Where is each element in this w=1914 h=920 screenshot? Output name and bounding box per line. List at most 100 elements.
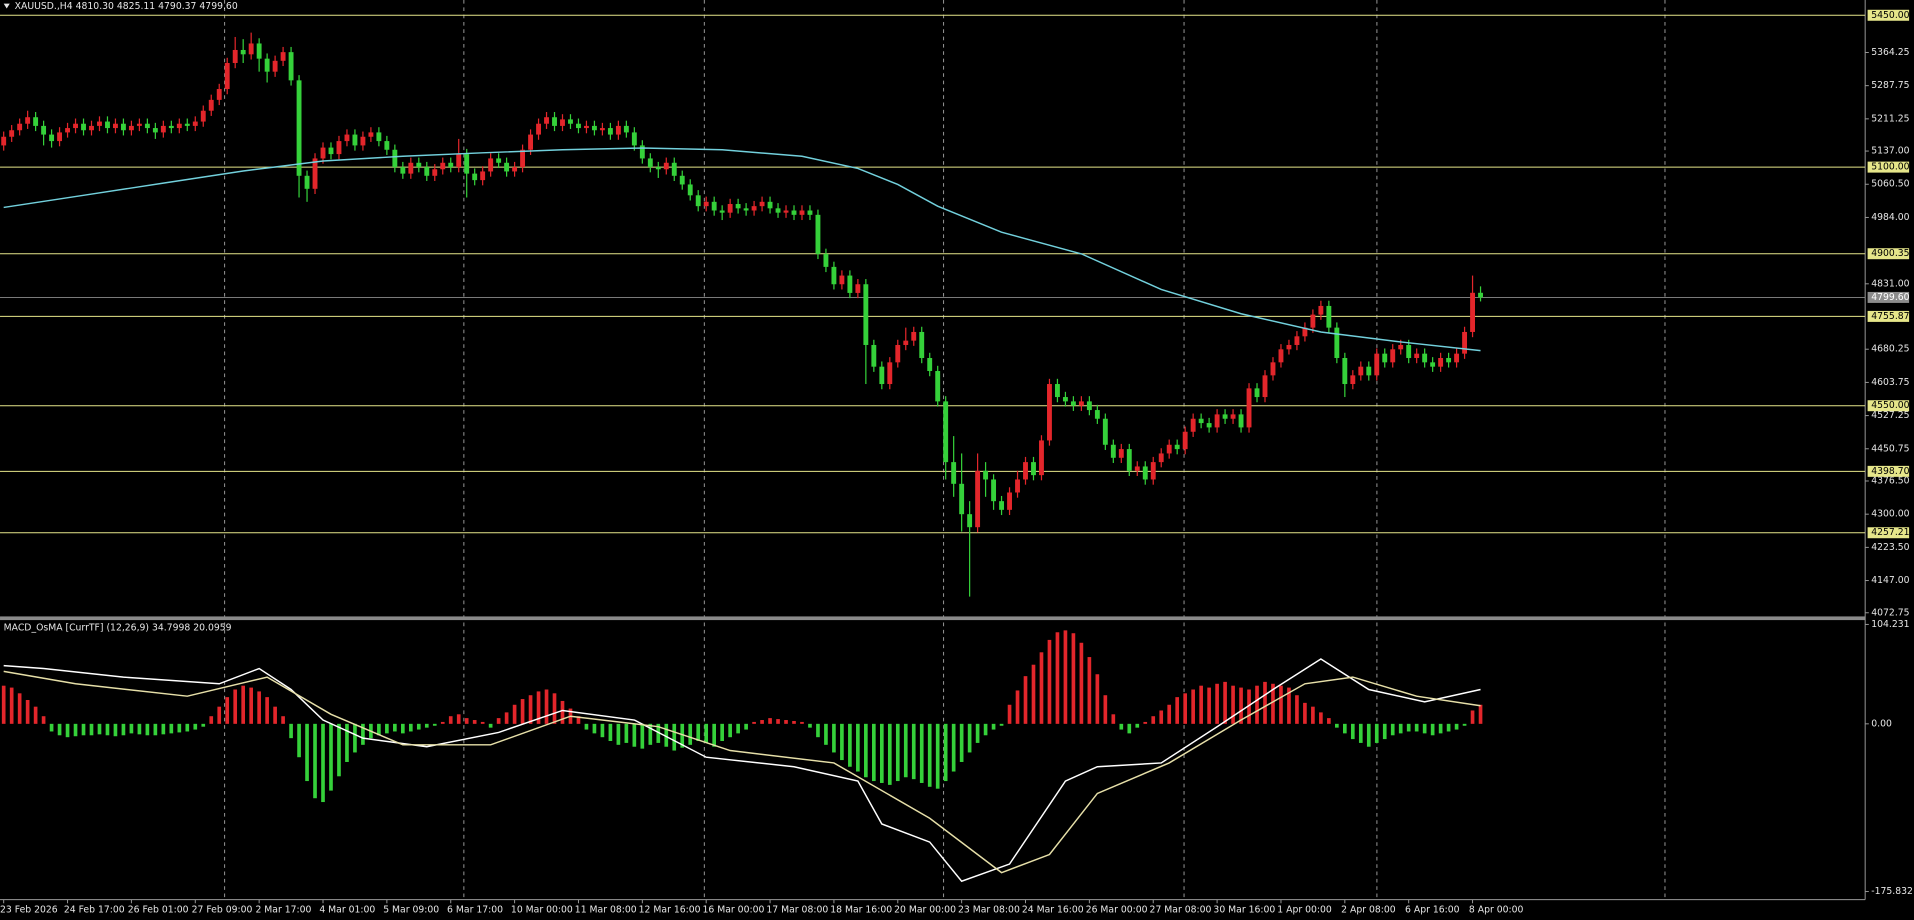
histogram-bar xyxy=(1175,697,1180,724)
y-tick-label: 4072.75 xyxy=(1871,607,1909,618)
histogram-bar xyxy=(321,723,325,803)
candle-body xyxy=(887,362,893,385)
histogram-bar xyxy=(89,723,94,736)
candle-body xyxy=(320,147,326,159)
candle-body xyxy=(288,52,294,81)
histogram-bar xyxy=(1255,685,1259,724)
x-tick-label: 30 Mar 16:00 xyxy=(1213,904,1275,915)
candle-body xyxy=(647,158,653,168)
candle-body xyxy=(504,162,510,172)
candle-body xyxy=(344,134,350,142)
symbol-menu-arrow[interactable] xyxy=(3,3,10,9)
y-tick-label: 4147.00 xyxy=(1871,575,1909,586)
candle-body xyxy=(1406,344,1412,358)
histogram-bar xyxy=(848,723,852,767)
candle-body xyxy=(136,123,142,126)
histogram-bar xyxy=(664,723,669,747)
candle-body xyxy=(33,117,39,126)
histogram-bar xyxy=(193,723,198,730)
histogram-bar xyxy=(257,691,261,724)
price-level-label: 4398.70 xyxy=(1871,466,1909,477)
price-level-tag xyxy=(1867,465,1910,477)
histogram-bar xyxy=(919,723,924,783)
candle-body xyxy=(97,121,102,126)
candle-body xyxy=(1414,353,1420,358)
candle-body xyxy=(1047,384,1052,441)
price-level-label: 4550.00 xyxy=(1871,400,1909,411)
candle-body xyxy=(1366,366,1372,376)
candle-body xyxy=(695,195,701,207)
histogram-bar xyxy=(1023,676,1028,724)
histogram-bar xyxy=(1143,721,1148,724)
candle-body xyxy=(81,123,86,131)
histogram-bar xyxy=(864,723,868,778)
candle-body xyxy=(863,284,869,345)
histogram-bar xyxy=(824,723,828,745)
candle-body xyxy=(623,125,629,133)
candle-body xyxy=(89,125,94,131)
histogram-bar xyxy=(1063,630,1068,724)
candle-body xyxy=(17,123,23,131)
x-tick-label: 27 Mar 08:00 xyxy=(1150,904,1212,915)
candle-body xyxy=(248,43,254,55)
x-tick-label: 2 Apr 08:00 xyxy=(1341,904,1396,915)
candle-body xyxy=(552,117,557,126)
candle-body xyxy=(512,167,518,172)
histogram-bar xyxy=(720,723,724,742)
candle-body xyxy=(448,162,454,168)
histogram-bar xyxy=(9,687,14,724)
x-tick-label: 10 Mar 00:00 xyxy=(511,904,573,915)
histogram-bar xyxy=(776,719,780,724)
histogram-bar xyxy=(1382,723,1387,740)
y-tick-label: 4680.25 xyxy=(1871,344,1909,355)
histogram-bar xyxy=(1390,723,1395,736)
histogram-bar xyxy=(49,723,54,732)
histogram-bar xyxy=(1231,685,1235,724)
candle-body xyxy=(1198,418,1204,424)
panel-divider xyxy=(0,616,1866,621)
histogram-bar xyxy=(241,685,246,724)
histogram-bar xyxy=(704,723,709,743)
histogram-bar xyxy=(201,723,206,727)
histogram-bar xyxy=(544,689,549,724)
histogram-bar xyxy=(672,723,677,751)
candle-body xyxy=(1462,331,1468,354)
x-tick-label: 23 Feb 2026 xyxy=(0,904,58,915)
histogram-bar xyxy=(361,723,365,745)
candle-body xyxy=(1446,357,1452,363)
candle-body xyxy=(759,201,765,207)
candle-body xyxy=(544,117,549,124)
histogram-bar xyxy=(472,720,477,724)
histogram-bar xyxy=(129,723,134,734)
histogram-bar xyxy=(25,699,30,724)
candle-body xyxy=(1422,353,1428,363)
histogram-bar xyxy=(696,723,701,742)
histogram-bar xyxy=(169,723,174,734)
candle-body xyxy=(775,208,781,213)
histogram-bar xyxy=(1159,710,1164,724)
candle-body xyxy=(1286,344,1292,350)
candle-body xyxy=(408,162,414,174)
candle-body xyxy=(488,158,494,172)
candle-body xyxy=(1126,449,1132,471)
price-level-tag xyxy=(1867,9,1910,21)
histogram-bar xyxy=(1047,639,1052,724)
candle-body xyxy=(312,158,318,189)
histogram-bar xyxy=(393,723,397,732)
histogram-bar xyxy=(784,720,788,724)
candle-body xyxy=(25,117,31,124)
histogram-bar xyxy=(887,723,892,785)
candle-body xyxy=(424,167,430,176)
histogram-bar xyxy=(1239,687,1243,724)
histogram-bar xyxy=(1015,690,1020,724)
candle-body xyxy=(1254,388,1260,398)
price-level-tag xyxy=(1867,310,1910,322)
candle-body xyxy=(1350,375,1356,385)
histogram-bar xyxy=(584,723,589,730)
histogram-bar xyxy=(656,723,661,743)
candle-body xyxy=(607,128,613,135)
histogram-bar xyxy=(353,723,357,753)
candle-body xyxy=(1007,492,1012,510)
